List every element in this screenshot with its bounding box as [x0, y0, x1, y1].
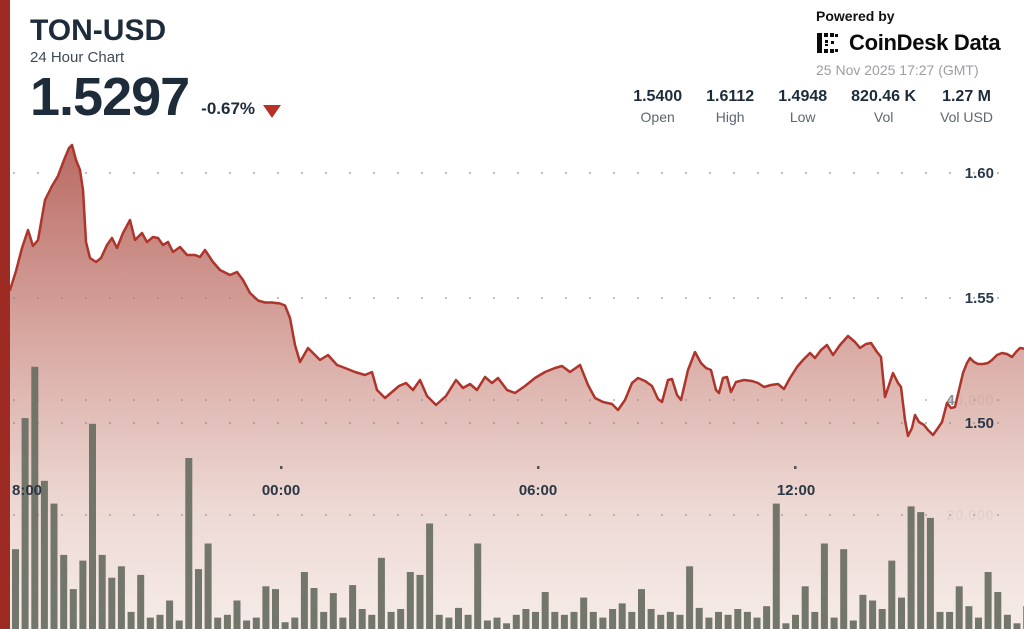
stat-label: Open: [640, 109, 675, 125]
stat-open: 1.5400 Open: [633, 88, 682, 125]
stat-vol-usd: 1.27 M Vol USD: [940, 88, 993, 125]
price-change: -0.67%: [201, 99, 256, 118]
stat-value: 1.4948: [778, 88, 828, 105]
stat-label: Low: [789, 109, 816, 125]
stat-value: 820.46 K: [851, 88, 917, 105]
stat-value: 1.27 M: [942, 88, 991, 105]
stat-vol: 820.46 K Vol: [851, 88, 916, 125]
stat-value: 1.6112: [706, 88, 755, 105]
stat-label: Vol USD: [940, 109, 993, 125]
ohlc-stats-row: 1.5400 Open 1.6112 High 1.4948 Low 820.4…: [633, 88, 993, 125]
brand-name: CoinDesk Data: [849, 30, 1001, 55]
brand-row: CoinDesk Data: [816, 30, 1001, 56]
price-row: 1.5297 -0.67%: [30, 67, 282, 127]
current-price: 1.5297: [30, 67, 190, 127]
stat-value: 1.5400: [633, 88, 683, 105]
stat-label: Vol: [873, 109, 894, 125]
triangle-down-icon: [263, 105, 282, 118]
stat-label: High: [715, 109, 745, 125]
chart-timestamp: 25 Nov 2025 17:27 (GMT): [816, 62, 979, 78]
stat-high: 1.6112 High: [706, 88, 754, 125]
stat-low: 1.4948 Low: [778, 88, 827, 125]
chart-header: TON-USD 24 Hour Chart 1.5297 -0.67%: [30, 14, 282, 127]
powered-by-label: Powered by: [816, 8, 895, 24]
left-accent-bar: [0, 0, 10, 629]
powered-by-block: Powered by CoinDesk Data 25 Nov 2025 17:…: [816, 8, 1001, 78]
chart-subtitle: 24 Hour Chart: [30, 49, 125, 66]
symbol-title: TON-USD: [30, 14, 167, 47]
coindesk-logo-icon: [817, 33, 838, 53]
